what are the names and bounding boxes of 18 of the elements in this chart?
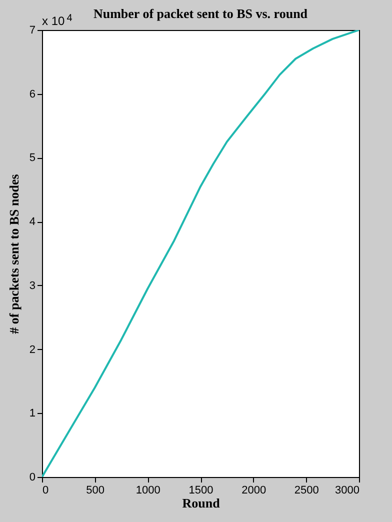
y-axis-title: # of packets sent to BS nodes [6,174,22,334]
x-tick-label: 1500 [188,484,214,496]
x-tick-label: 3000 [335,484,360,496]
x-tick-label: 0 [42,484,49,496]
y-tick-label: 7 [29,24,36,36]
y-tick-label: 1 [29,408,36,420]
y-tick-label: 6 [29,88,36,100]
chart-title: Number of packet sent to BS vs. round [93,6,308,21]
x-tick-label: 500 [86,484,105,496]
y-tick-label: 2 [29,344,36,356]
y-tick-label: 0 [29,472,36,484]
y-tick-label: 5 [29,152,36,164]
x-tick-label: 1000 [136,484,160,496]
x-tick-label: 2000 [242,484,266,496]
y-tick-label: 3 [29,280,36,292]
x-tick-label: 2500 [294,484,319,496]
x-axis-title: Round [182,496,221,510]
y-tick-label: 4 [29,216,36,228]
